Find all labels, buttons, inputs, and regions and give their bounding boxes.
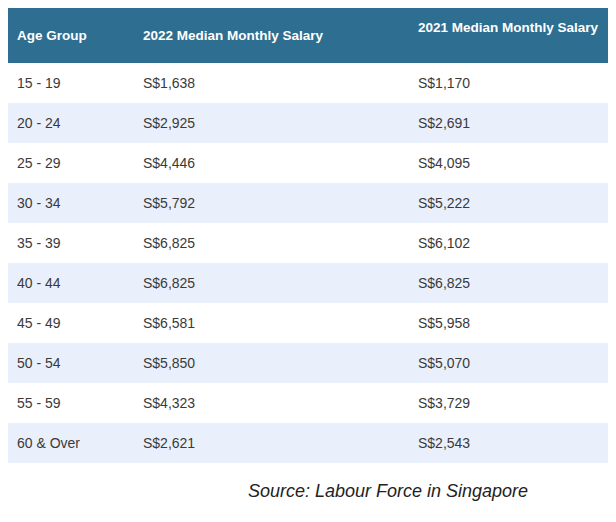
salary-2021-cell: S$1,170 <box>409 63 608 103</box>
table-row: 35 - 39S$6,825S$6,102 <box>8 223 608 263</box>
age-group-cell: 20 - 24 <box>8 103 134 143</box>
salary-2022-cell: S$5,792 <box>134 183 409 223</box>
age-group-cell: 30 - 34 <box>8 183 134 223</box>
age-group-cell: 25 - 29 <box>8 143 134 183</box>
table-row: 55 - 59S$4,323S$3,729 <box>8 383 608 423</box>
salary-2022-cell: S$6,825 <box>134 263 409 303</box>
table-row: 30 - 34S$5,792S$5,222 <box>8 183 608 223</box>
column-header-2022-salary-label: 2022 Median Monthly Salary <box>143 28 323 43</box>
salary-2021-cell: S$4,095 <box>409 143 608 183</box>
table-row: 20 - 24S$2,925S$2,691 <box>8 103 608 143</box>
salary-table: Age Group 2022 Median Monthly Salary 202… <box>8 8 608 463</box>
age-group-cell: 50 - 54 <box>8 343 134 383</box>
column-header-2022-salary: 2022 Median Monthly Salary <box>134 8 409 63</box>
source-caption: Source: Labour Force in Singapore <box>8 480 616 502</box>
salary-2022-cell: S$2,621 <box>134 423 409 463</box>
salary-2022-cell: S$2,925 <box>134 103 409 143</box>
salary-2022-cell: S$4,323 <box>134 383 409 423</box>
table-row: 60 & OverS$2,621S$2,543 <box>8 423 608 463</box>
salary-2021-cell: S$2,691 <box>409 103 608 143</box>
table-body: 15 - 19S$1,638S$1,17020 - 24S$2,925S$2,6… <box>8 63 608 463</box>
salary-2022-cell: S$1,638 <box>134 63 409 103</box>
age-group-cell: 55 - 59 <box>8 383 134 423</box>
salary-2021-cell: S$5,222 <box>409 183 608 223</box>
age-group-cell: 15 - 19 <box>8 63 134 103</box>
age-group-cell: 60 & Over <box>8 423 134 463</box>
column-header-age-group-label: Age Group <box>17 28 87 43</box>
age-group-cell: 45 - 49 <box>8 303 134 343</box>
salary-2021-cell: S$3,729 <box>409 383 608 423</box>
salary-2021-cell: S$2,543 <box>409 423 608 463</box>
table-row: 45 - 49S$6,581S$5,958 <box>8 303 608 343</box>
age-group-cell: 40 - 44 <box>8 263 134 303</box>
table-row: 40 - 44S$6,825S$6,825 <box>8 263 608 303</box>
header-row: Age Group 2022 Median Monthly Salary 202… <box>8 8 608 63</box>
salary-2021-cell: S$6,102 <box>409 223 608 263</box>
column-header-2021-salary: 2021 Median Monthly Salary <box>409 8 608 63</box>
age-group-cell: 35 - 39 <box>8 223 134 263</box>
page: Age Group 2022 Median Monthly Salary 202… <box>0 0 616 502</box>
salary-2022-cell: S$4,446 <box>134 143 409 183</box>
column-header-2021-salary-label: 2021 Median Monthly Salary <box>418 20 598 35</box>
salary-2022-cell: S$5,850 <box>134 343 409 383</box>
table-row: 25 - 29S$4,446S$4,095 <box>8 143 608 183</box>
salary-2021-cell: S$6,825 <box>409 263 608 303</box>
salary-2022-cell: S$6,581 <box>134 303 409 343</box>
column-header-age-group: Age Group <box>8 8 134 63</box>
salary-2022-cell: S$6,825 <box>134 223 409 263</box>
table-row: 50 - 54S$5,850S$5,070 <box>8 343 608 383</box>
table-row: 15 - 19S$1,638S$1,170 <box>8 63 608 103</box>
table-header: Age Group 2022 Median Monthly Salary 202… <box>8 8 608 63</box>
salary-2021-cell: S$5,070 <box>409 343 608 383</box>
salary-2021-cell: S$5,958 <box>409 303 608 343</box>
